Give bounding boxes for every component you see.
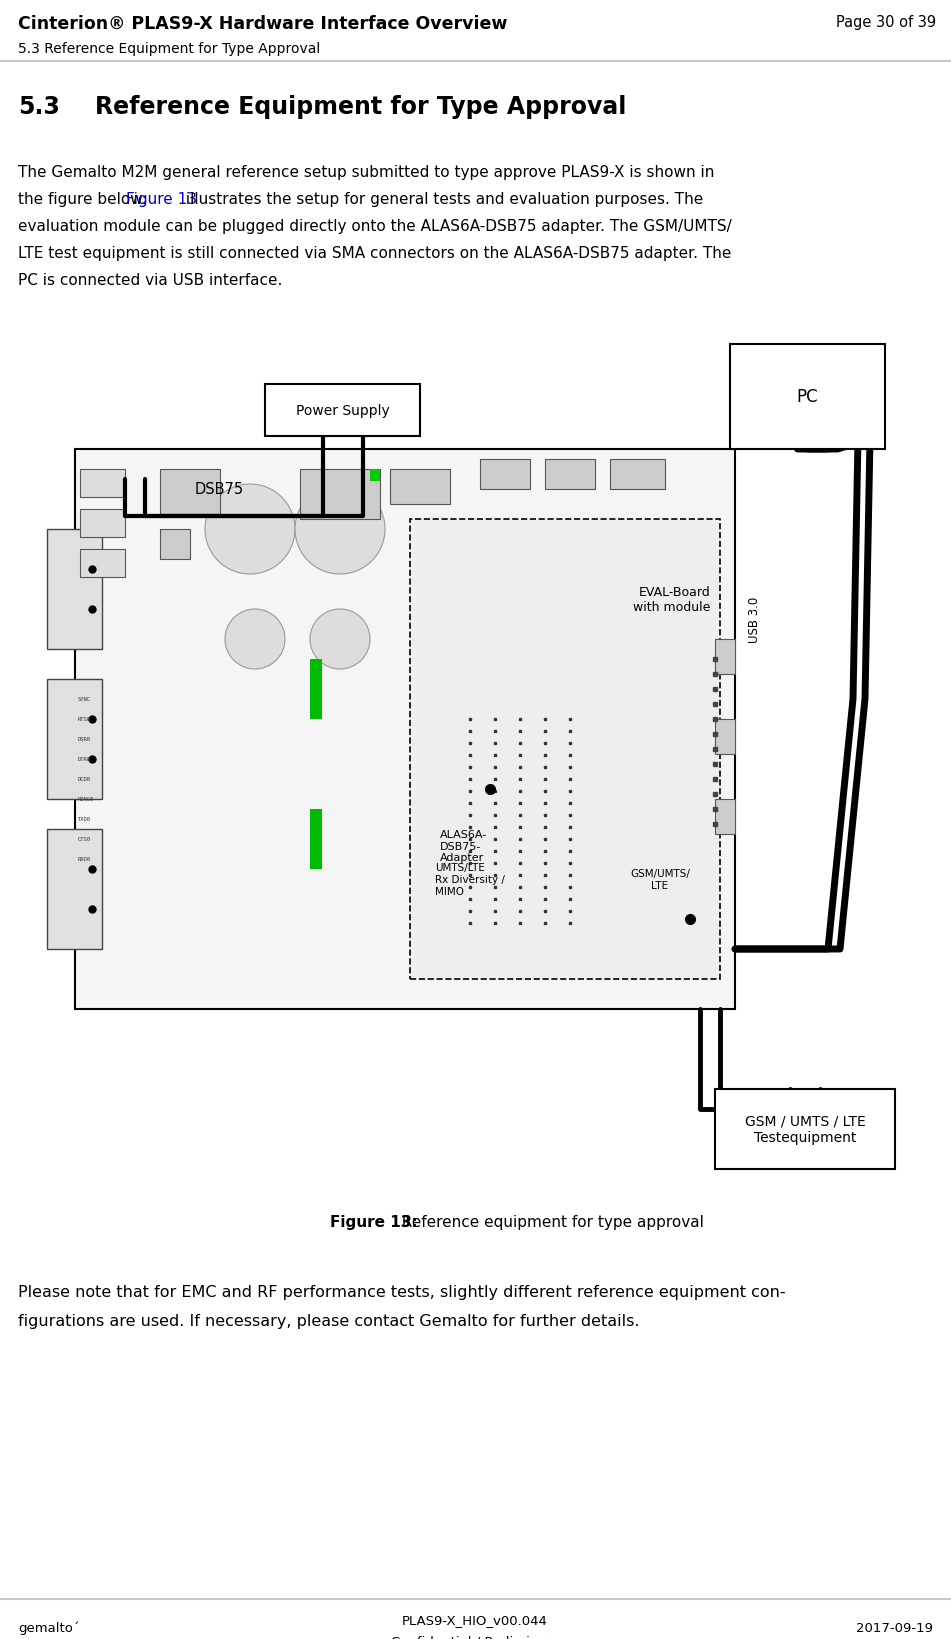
Text: PC is connected via USB interface.: PC is connected via USB interface. bbox=[18, 272, 282, 288]
Text: USB 3.0: USB 3.0 bbox=[748, 597, 762, 642]
Text: TXD0: TXD0 bbox=[78, 816, 91, 823]
Text: Reference equipment for type approval: Reference equipment for type approval bbox=[392, 1214, 704, 1229]
Bar bbox=[160, 470, 220, 515]
Text: SYNC: SYNC bbox=[78, 697, 91, 701]
Bar bbox=[310, 810, 322, 869]
Text: DSB75: DSB75 bbox=[195, 482, 244, 497]
Bar bbox=[715, 1090, 895, 1169]
Text: RXD0: RXD0 bbox=[78, 857, 91, 862]
Bar bbox=[610, 459, 665, 490]
Bar bbox=[715, 639, 735, 675]
Bar bbox=[75, 449, 735, 1010]
Bar bbox=[80, 510, 125, 538]
Bar bbox=[715, 720, 735, 754]
Circle shape bbox=[225, 610, 285, 670]
Text: 5.3: 5.3 bbox=[18, 95, 60, 120]
Text: DSR0: DSR0 bbox=[78, 738, 91, 742]
Text: ALAS6A-
DSB75-
Adapter: ALAS6A- DSB75- Adapter bbox=[440, 829, 487, 862]
Text: Power Supply: Power Supply bbox=[296, 403, 389, 418]
Text: DCD0: DCD0 bbox=[78, 777, 91, 782]
Text: illustrates the setup for general tests and evaluation purposes. The: illustrates the setup for general tests … bbox=[181, 192, 703, 207]
Circle shape bbox=[310, 610, 370, 670]
Bar bbox=[80, 470, 125, 498]
Text: evaluation module can be plugged directly onto the ALAS6A-DSB75 adapter. The GSM: evaluation module can be plugged directl… bbox=[18, 220, 731, 234]
Text: Figure 13:: Figure 13: bbox=[330, 1214, 417, 1229]
Text: GSM/UMTS/
LTE: GSM/UMTS/ LTE bbox=[631, 869, 689, 890]
Text: Reference Equipment for Type Approval: Reference Equipment for Type Approval bbox=[95, 95, 627, 120]
Text: CTS0: CTS0 bbox=[78, 838, 91, 842]
Text: The Gemalto M2M general reference setup submitted to type approve PLAS9-X is sho: The Gemalto M2M general reference setup … bbox=[18, 166, 714, 180]
Text: GSM / UMTS / LTE
Testequipment: GSM / UMTS / LTE Testequipment bbox=[745, 1115, 865, 1144]
Text: RING0: RING0 bbox=[78, 797, 94, 801]
Text: PLAS9-X_HIO_v00.044: PLAS9-X_HIO_v00.044 bbox=[402, 1613, 548, 1626]
Bar bbox=[545, 459, 595, 490]
Text: UMTS/LTE
Rx Diversity /
MIMO: UMTS/LTE Rx Diversity / MIMO bbox=[435, 862, 505, 897]
Circle shape bbox=[295, 485, 385, 575]
Text: EVAL-Board
with module: EVAL-Board with module bbox=[632, 585, 710, 613]
Bar bbox=[265, 385, 420, 436]
Text: gemalto´: gemalto´ bbox=[18, 1621, 80, 1634]
Bar bbox=[300, 470, 380, 520]
Bar bbox=[80, 549, 125, 577]
Bar bbox=[47, 680, 102, 800]
Bar bbox=[480, 459, 530, 490]
Text: Please note that for EMC and RF performance tests, slightly different reference : Please note that for EMC and RF performa… bbox=[18, 1285, 786, 1300]
Text: PC: PC bbox=[797, 388, 818, 406]
Text: RTS0: RTS0 bbox=[78, 718, 91, 723]
Bar bbox=[310, 659, 322, 720]
Bar bbox=[410, 520, 720, 980]
Circle shape bbox=[205, 485, 295, 575]
Bar bbox=[47, 829, 102, 949]
Text: LTE test equipment is still connected via SMA connectors on the ALAS6A-DSB75 ada: LTE test equipment is still connected vi… bbox=[18, 246, 731, 261]
Bar bbox=[160, 529, 190, 559]
Text: 5.3 Reference Equipment for Type Approval: 5.3 Reference Equipment for Type Approva… bbox=[18, 43, 320, 56]
Bar bbox=[715, 800, 735, 834]
Bar bbox=[47, 529, 102, 649]
Text: Cinterion® PLAS9-X Hardware Interface Overview: Cinterion® PLAS9-X Hardware Interface Ov… bbox=[18, 15, 508, 33]
Bar bbox=[370, 470, 380, 482]
Bar bbox=[390, 470, 450, 505]
Text: Page 30 of 39: Page 30 of 39 bbox=[836, 15, 936, 30]
Text: DTR0: DTR0 bbox=[78, 757, 91, 762]
Text: figurations are used. If necessary, please contact Gemalto for further details.: figurations are used. If necessary, plea… bbox=[18, 1313, 639, 1328]
Text: the figure below:: the figure below: bbox=[18, 192, 152, 207]
Text: Figure 13: Figure 13 bbox=[126, 192, 197, 207]
Text: 2017-09-19: 2017-09-19 bbox=[856, 1621, 933, 1634]
Text: Confidential / Preliminary: Confidential / Preliminary bbox=[391, 1636, 559, 1639]
Bar bbox=[730, 344, 885, 449]
